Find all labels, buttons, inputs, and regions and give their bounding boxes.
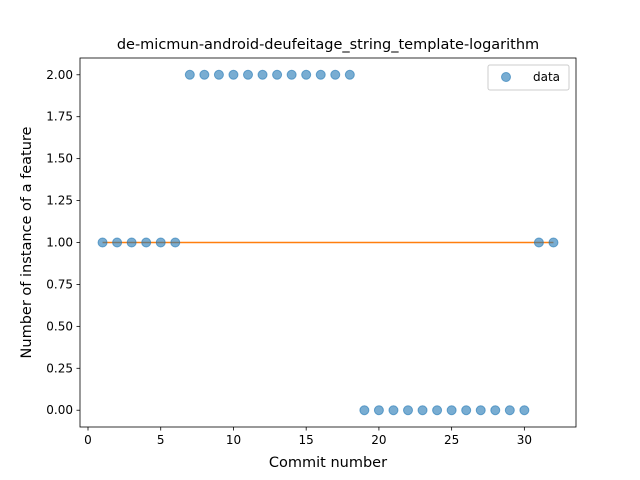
data-point (504, 405, 515, 416)
data-point (417, 405, 428, 416)
data-point (286, 69, 297, 80)
x-tick-label: 20 (371, 433, 386, 447)
data-point (301, 69, 312, 80)
data-point (257, 69, 268, 80)
data-point (373, 405, 384, 416)
data-point (112, 237, 123, 248)
data-point (490, 405, 501, 416)
y-axis-ticks: 0.00 0.25 0.50 0.75 1.00 1.25 1.50 1.75 2.00 (46, 68, 80, 417)
x-axis-label: Commit number (269, 455, 387, 471)
x-tick-label: 15 (299, 433, 314, 447)
data-point (446, 405, 457, 416)
data-point (228, 69, 239, 80)
y-tick-label: 1.50 (46, 152, 73, 166)
y-tick-label: 0.75 (46, 277, 73, 291)
data-point (403, 405, 413, 416)
x-tick-label: 5 (157, 433, 165, 447)
data-point (359, 405, 370, 416)
y-tick-label: 0.00 (46, 403, 73, 417)
data-point (461, 405, 472, 416)
chart-title: de-micmun-android-deufeitage_string_temp… (117, 37, 539, 53)
legend: data (487, 64, 570, 91)
data-point (126, 237, 137, 248)
data-point (272, 69, 283, 80)
data-point (243, 69, 253, 80)
legend-box (487, 64, 570, 91)
data-point (344, 69, 355, 80)
data-point (155, 237, 166, 248)
data-point (199, 69, 210, 80)
x-axis-ticks: 0 5 10 15 20 25 30 (84, 427, 532, 447)
y-tick-label: 1.00 (46, 236, 73, 250)
data-point (184, 69, 195, 80)
data-point (170, 237, 181, 248)
x-tick-label: 0 (84, 433, 92, 447)
data-point (315, 69, 326, 80)
y-tick-label: 0.50 (46, 319, 73, 333)
y-tick-label: 1.25 (46, 194, 73, 208)
plot-layer (97, 69, 559, 416)
data-point (330, 69, 341, 80)
y-tick-label: 1.75 (46, 110, 73, 124)
y-axis-label: Number of instance of a feature (19, 126, 35, 358)
data-point (533, 237, 544, 248)
y-tick-label: 0.25 (46, 361, 73, 375)
data-point (548, 237, 559, 248)
x-tick-label: 25 (444, 433, 459, 447)
data-point (432, 405, 443, 416)
legend-marker (501, 72, 511, 82)
x-tick-label: 30 (517, 433, 532, 447)
legend-label: data (533, 70, 560, 84)
data-point (213, 69, 224, 80)
y-tick-label: 2.00 (46, 68, 73, 82)
data-point (519, 405, 530, 416)
data-point (475, 405, 486, 416)
data-point (141, 237, 152, 248)
x-tick-label: 10 (226, 433, 241, 447)
data-point (97, 237, 108, 248)
data-point (388, 405, 399, 416)
